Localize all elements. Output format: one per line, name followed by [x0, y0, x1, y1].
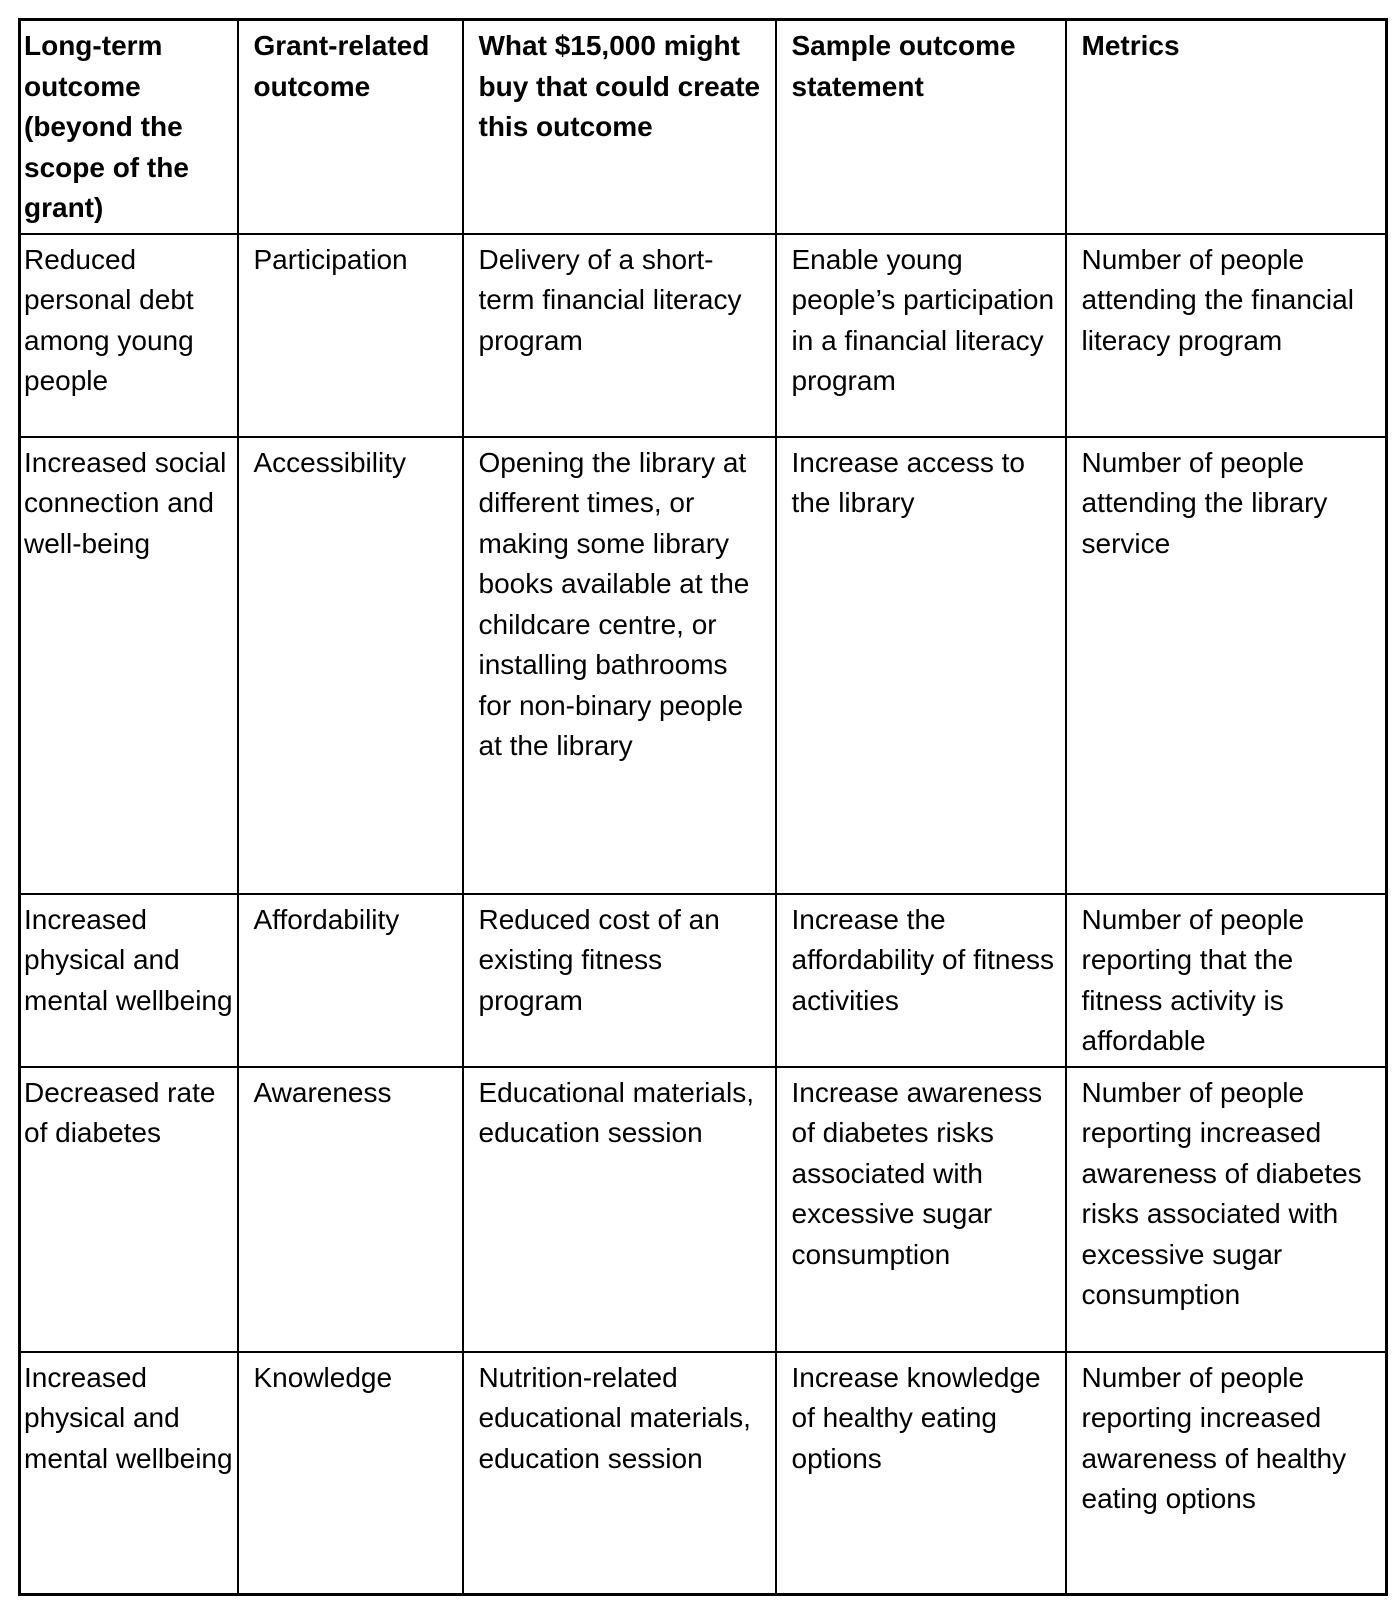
- table-cell: Number of people reporting increased awa…: [1064, 1065, 1388, 1353]
- table-row: Increased physical and mental wellbeing …: [18, 1350, 1388, 1596]
- table-cell: Increase awareness of diabetes risks ass…: [774, 1065, 1067, 1353]
- table-cell: Enable young people’s participation in a…: [774, 232, 1067, 438]
- table-cell: Increased social connection and well-bei…: [18, 435, 239, 895]
- table-row: Decreased rate of diabetes Awareness Edu…: [18, 1065, 1388, 1353]
- column-header-long-term-outcome: Long-term outcome (beyond the scope of t…: [18, 18, 239, 235]
- table-cell: Increase the affordability of fitness ac…: [774, 892, 1067, 1068]
- table-cell: Reduced cost of an existing fitness prog…: [461, 892, 777, 1068]
- column-header-sample-outcome-statement: Sample outcome statement: [774, 18, 1067, 235]
- table-cell: Increase knowledge of healthy eating opt…: [774, 1350, 1067, 1596]
- table-cell: Delivery of a short-term financial liter…: [461, 232, 777, 438]
- table-cell: Affordability: [236, 892, 464, 1068]
- table-cell: Increased physical and mental wellbeing: [18, 1350, 239, 1596]
- table-cell: Knowledge: [236, 1350, 464, 1596]
- table-row: Reduced personal debt among young people…: [18, 232, 1388, 438]
- outcomes-table: Long-term outcome (beyond the scope of t…: [18, 18, 1388, 1596]
- column-header-what-15000-might-buy: What $15,000 might buy that could create…: [461, 18, 777, 235]
- table-cell: Educational materials, education session: [461, 1065, 777, 1353]
- column-header-metrics: Metrics: [1064, 18, 1388, 235]
- table-cell: Awareness: [236, 1065, 464, 1353]
- table-cell: Reduced personal debt among young people: [18, 232, 239, 438]
- table-cell: Number of people attending the library s…: [1064, 435, 1388, 895]
- table-cell: Decreased rate of diabetes: [18, 1065, 239, 1353]
- table-cell: Participation: [236, 232, 464, 438]
- table-row: Increased physical and mental wellbeing …: [18, 892, 1388, 1068]
- table-cell: Number of people reporting increased awa…: [1064, 1350, 1388, 1596]
- table-cell: Number of people attending the financial…: [1064, 232, 1388, 438]
- header-row: Long-term outcome (beyond the scope of t…: [18, 18, 1388, 235]
- table-cell: Accessibility: [236, 435, 464, 895]
- table-cell: Opening the library at different times, …: [461, 435, 777, 895]
- table-cell: Number of people reporting that the fitn…: [1064, 892, 1388, 1068]
- table-cell: Increase access to the library: [774, 435, 1067, 895]
- column-header-grant-related-outcome: Grant-related outcome: [236, 18, 464, 235]
- table-cell: Increased physical and mental wellbeing: [18, 892, 239, 1068]
- table-row: Increased social connection and well-bei…: [18, 435, 1388, 895]
- table-cell: Nutrition-related educational materials,…: [461, 1350, 777, 1596]
